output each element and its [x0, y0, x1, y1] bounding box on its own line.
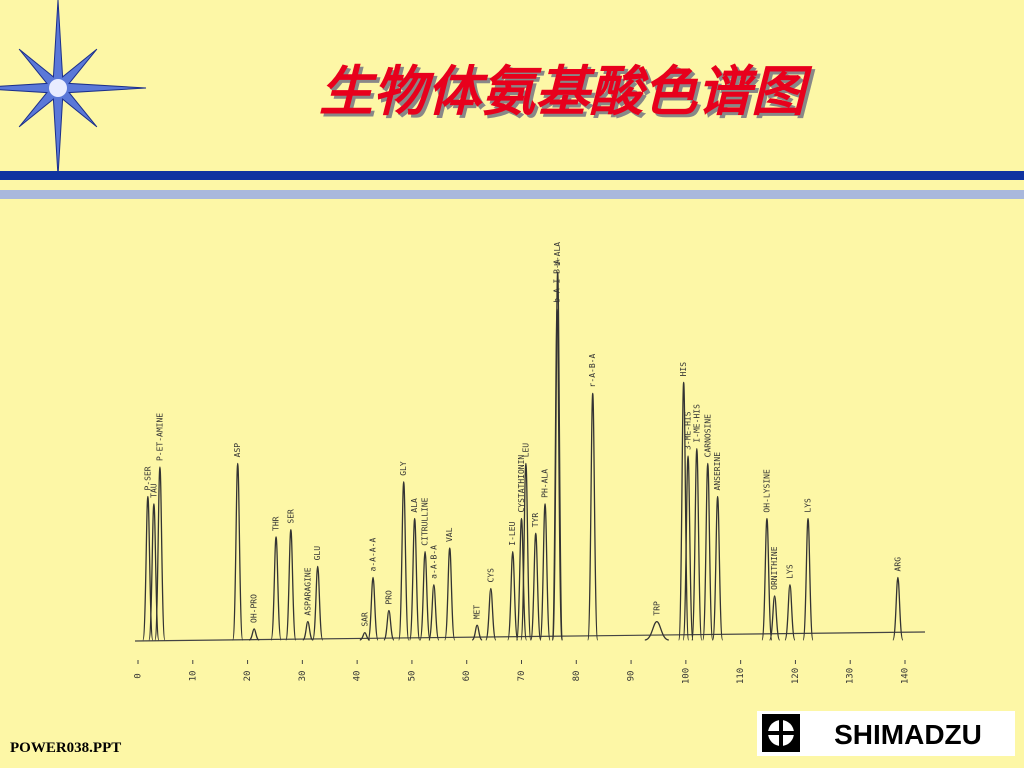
peak [419, 551, 431, 641]
peak [515, 517, 528, 641]
peak [409, 517, 421, 641]
peak-label: ORNITHINE [770, 546, 779, 590]
peak [530, 532, 542, 641]
peak-label: a-A-B-A [429, 545, 438, 579]
peak [444, 547, 456, 641]
peak-label: GLY [399, 461, 408, 476]
peak [711, 495, 724, 641]
peak-label: CITRULLINE [421, 497, 430, 545]
peak-label: 3-ME-HIS [684, 411, 693, 450]
peak [587, 392, 599, 641]
peak [552, 271, 564, 641]
peak-label: GLU [313, 546, 322, 561]
logo-text: SHIMADZU [834, 719, 982, 750]
peak-label: LEU [521, 443, 530, 458]
peak-label: PH-ALA [541, 469, 550, 498]
peak-label: MET [473, 605, 482, 620]
peak-label: a-A-A-A [369, 538, 378, 572]
x-tick-label: 20 [243, 671, 253, 682]
peak-label: ALA [410, 498, 419, 513]
x-tick-label: 70 [517, 671, 527, 682]
peak-label: r-A-B-A [588, 354, 597, 388]
peak-label: OH-LYSINE [762, 469, 771, 513]
x-tick-label: 140 [901, 668, 911, 684]
peak-label: SAR [360, 612, 369, 627]
peak-label: LYS [804, 498, 813, 513]
peak [768, 595, 781, 641]
peak-label: P-SER [143, 466, 152, 490]
x-tick-label: 60 [462, 671, 472, 682]
peak-label: SER [286, 509, 295, 524]
peak [784, 584, 796, 641]
peak-label: TAU [149, 483, 158, 498]
peak-label: PRO [384, 590, 393, 605]
x-tick-label: 120 [791, 668, 801, 684]
peak-label: ARG [893, 557, 902, 572]
peak [232, 462, 244, 641]
logo-bar [779, 720, 783, 746]
peak [644, 620, 670, 641]
peak-label: THR [272, 516, 281, 531]
x-tick-label: 30 [298, 671, 308, 682]
x-tick-label: 130 [846, 668, 856, 684]
peak [302, 620, 314, 641]
peak [367, 576, 379, 641]
peak-label: P-ET-AMINE [155, 413, 164, 461]
peak [892, 576, 904, 641]
peak [702, 462, 714, 641]
title-shadow: 生物体氨基酸色谱图 [322, 63, 816, 126]
peak-label: I-ME-HIS [692, 404, 701, 443]
x-tick-label: 80 [572, 671, 582, 682]
peak [507, 551, 519, 641]
x-tick-label: 40 [353, 671, 363, 682]
peak-label: CYS [486, 568, 495, 583]
peak-label: CYSTATHIONIN [517, 455, 526, 513]
peak-label: LYS [785, 564, 794, 579]
peak-label: VAL [445, 527, 454, 542]
x-tick-label: 10 [188, 671, 198, 682]
peak-label: TYR [531, 513, 540, 528]
peak [312, 565, 324, 641]
peak [802, 517, 814, 641]
x-tick-label: 0 [134, 673, 144, 678]
rule-dark [0, 171, 1024, 180]
x-tick-label: 50 [407, 671, 417, 682]
peak [678, 381, 690, 641]
peak-label: ANSERINE [713, 452, 722, 491]
peak-label: CARNOSINE [703, 414, 712, 458]
peak-label: ASPARAGINE [303, 567, 312, 615]
peak [285, 528, 297, 641]
peak [383, 609, 395, 641]
peak [485, 587, 497, 641]
star-center [49, 79, 67, 97]
x-tick-label: 100 [681, 668, 691, 684]
chromatogram: 0 10 20 30 40 50 60 70 80 90 100 110 120 130 140P-SERT… [134, 242, 911, 684]
x-tick-label: 90 [627, 671, 637, 682]
peak-label: ASP [233, 443, 242, 458]
peak-label: HIS [679, 362, 688, 377]
peak [539, 503, 551, 641]
footer-file: POWER038.PPT [10, 740, 121, 756]
peak [248, 628, 260, 641]
peak [682, 455, 694, 641]
peak [471, 624, 483, 641]
peak-label: OH-PRO [250, 594, 259, 623]
peak [761, 517, 773, 641]
peak [154, 466, 166, 641]
peak [520, 462, 532, 641]
peak [359, 631, 370, 641]
peak [270, 536, 282, 641]
peak-label: TRP [652, 601, 661, 616]
peak [691, 447, 703, 641]
peak-label: b-ALA [553, 242, 562, 266]
peak [398, 481, 410, 641]
peak-label: I-LEU [508, 521, 517, 545]
slide-title: 生物体氨基酸色谱图 [319, 60, 813, 123]
rule-light [0, 190, 1024, 199]
x-tick-label: 110 [736, 668, 746, 684]
peak [428, 584, 440, 641]
